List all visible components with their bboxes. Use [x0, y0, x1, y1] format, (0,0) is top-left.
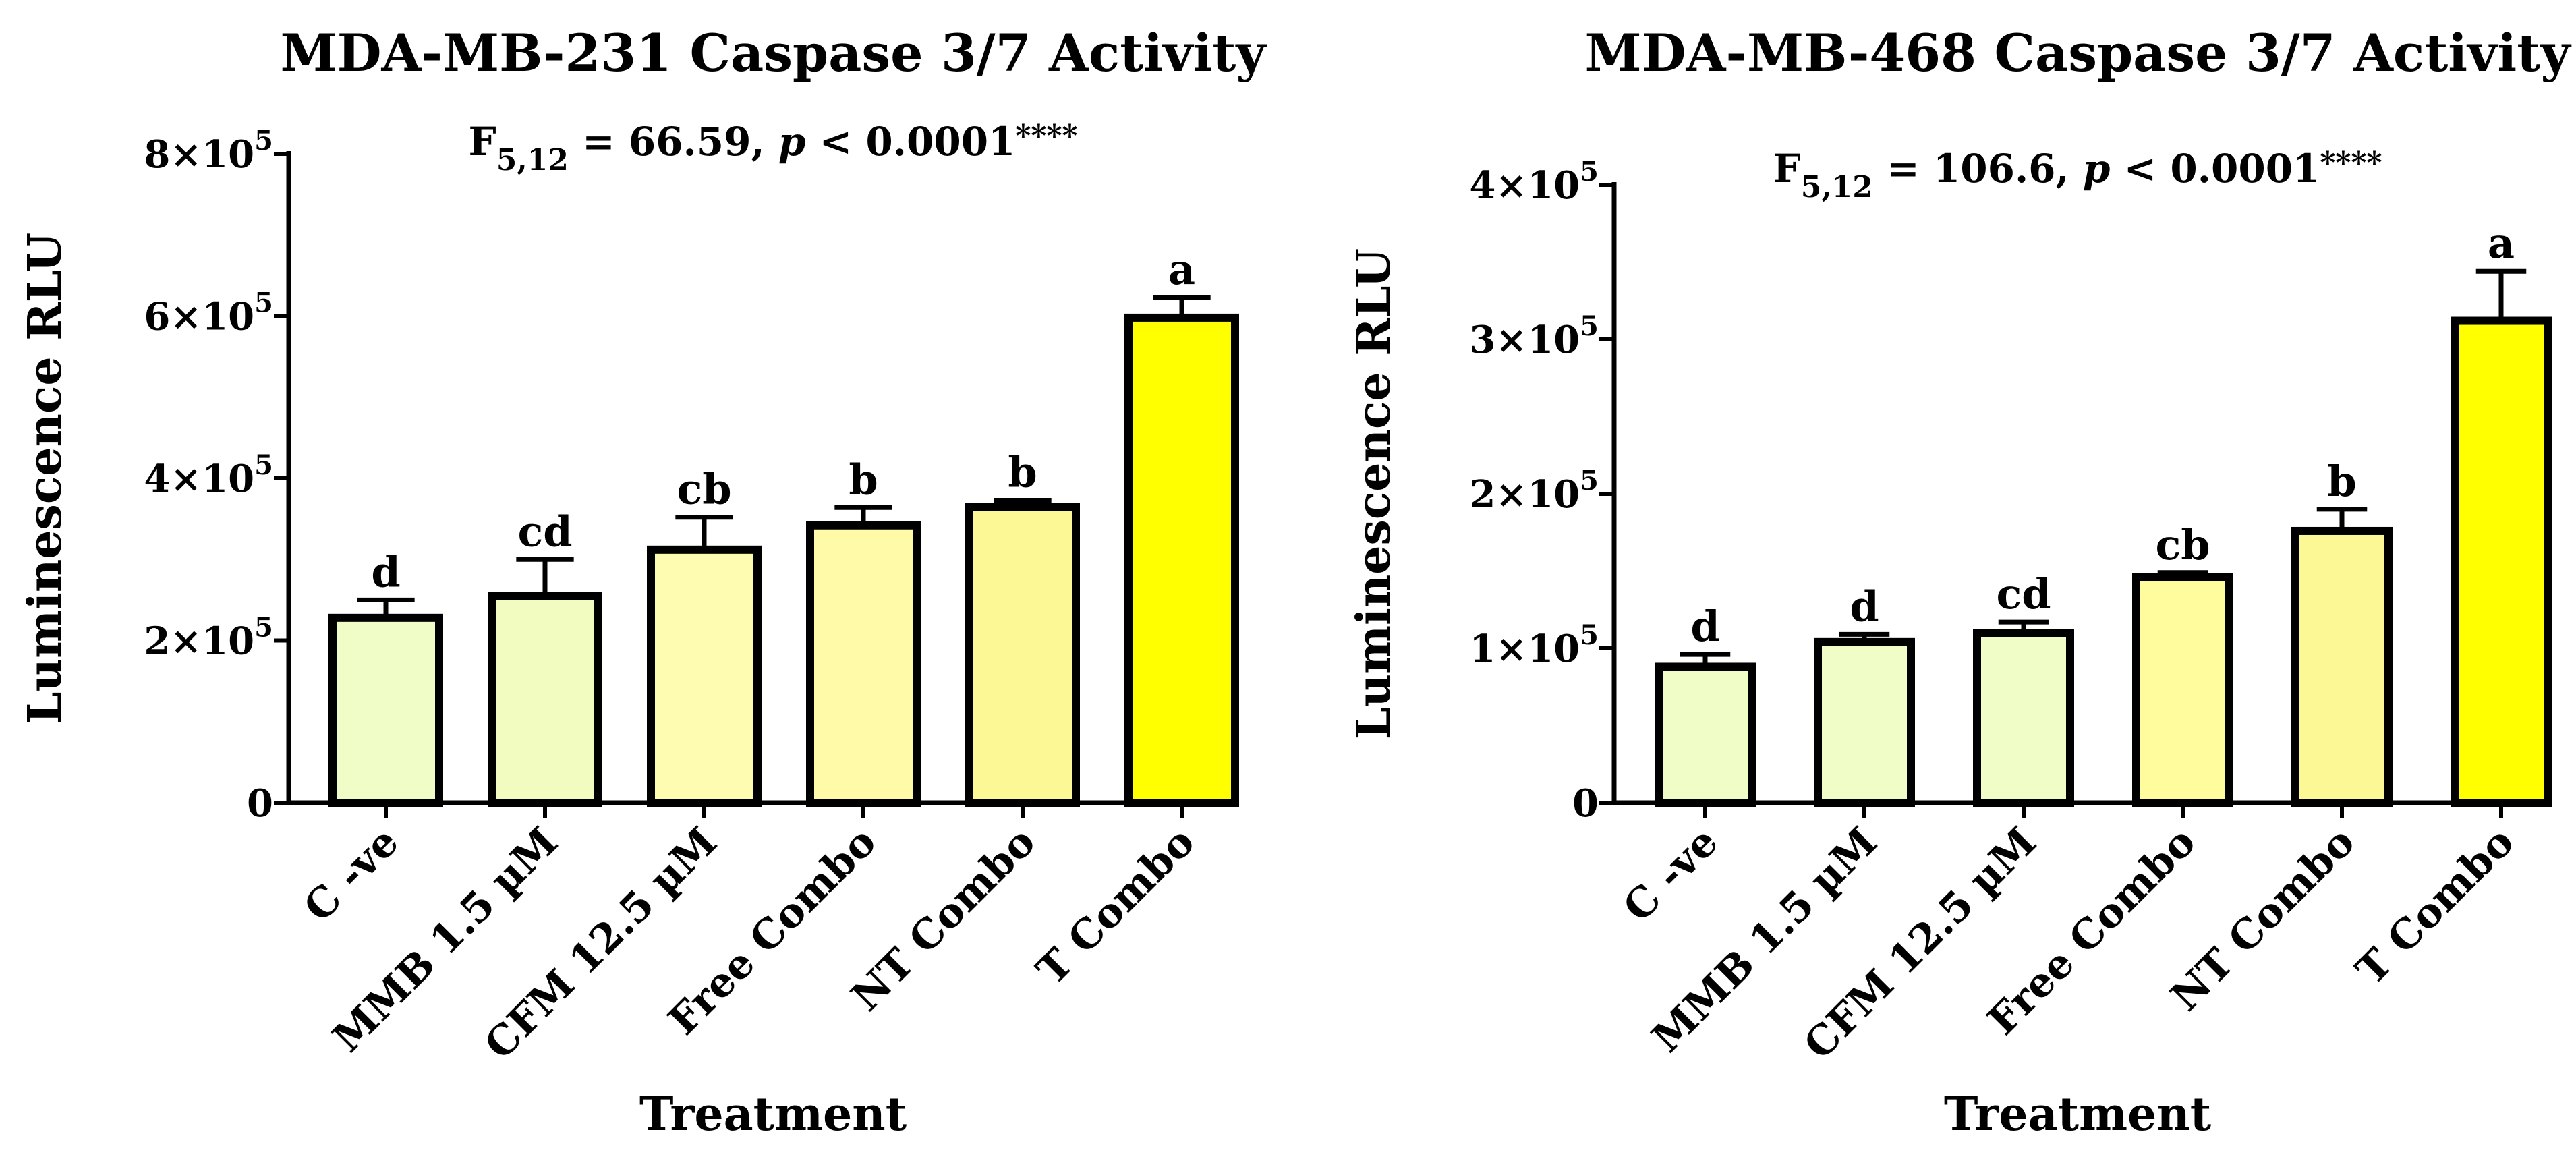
- y-tick-exponent: 5: [1580, 156, 1599, 188]
- stat-value: = 106.6,: [1873, 146, 2083, 192]
- bar: [965, 503, 1080, 807]
- bar: [1124, 313, 1239, 807]
- y-axis-label: Luminescence RLU: [18, 233, 72, 724]
- y-tick-label: 1×105: [1469, 619, 1599, 671]
- bar: [328, 613, 443, 807]
- significance-letter: d: [1690, 602, 1719, 651]
- significance-letter: b: [1008, 447, 1037, 497]
- y-tick-label: 3×105: [1469, 310, 1599, 362]
- significance-letter: cb: [2155, 520, 2210, 569]
- y-tick-mantissa: 6×10: [144, 295, 254, 339]
- significance-letter: a: [2488, 219, 2515, 268]
- stat-annotation: F5,12 = 66.59, p < 0.0001****: [469, 119, 1078, 177]
- bar: [2451, 316, 2552, 807]
- y-tick-label: 8×105: [144, 125, 273, 177]
- x-tick-label: T Combo: [2347, 818, 2523, 994]
- bar: [647, 545, 762, 807]
- x-tick-label: C -ve: [295, 818, 407, 931]
- significance-letter: b: [849, 455, 878, 504]
- significance-letter: b: [2327, 457, 2356, 506]
- stat-value: = 66.59,: [569, 119, 778, 165]
- chart-panel-mda-mb-468: MDA-MB-468 Caspase 3/7 Activity F5,12 = 1…: [1347, 23, 2571, 1141]
- y-tick-exponent: 5: [1580, 310, 1599, 342]
- significance-letter: a: [1168, 245, 1195, 294]
- y-tick-exponent: 5: [1580, 465, 1599, 497]
- y-tick-exponent: 5: [254, 612, 273, 644]
- chart-panel-mda-mb-231: MDA-MB-231 Caspase 3/7 Activity F5,12 = 6…: [18, 23, 1267, 1141]
- y-tick-label: 4×105: [144, 449, 273, 501]
- significance-letter: d: [371, 547, 400, 596]
- stat-prefix: F: [469, 119, 496, 165]
- y-tick-label: 0: [247, 781, 273, 826]
- stat-stars: ****: [2320, 146, 2382, 180]
- bar: [2291, 526, 2393, 807]
- bar: [1655, 662, 1756, 807]
- stat-prefix: F: [1773, 146, 1801, 192]
- stat-annotation: F5,12 = 106.6, p < 0.0001****: [1773, 146, 2382, 204]
- chart-title: MDA-MB-231 Caspase 3/7 Activity: [281, 23, 1267, 83]
- bar: [1814, 637, 1915, 807]
- x-axis-label: Treatment: [639, 1087, 907, 1141]
- x-tick-label: T Combo: [1028, 818, 1204, 994]
- stat-subscript: 5,12: [496, 143, 569, 177]
- y-tick-mantissa: 2×10: [1469, 472, 1580, 517]
- bar: [488, 592, 602, 807]
- stat-stars: ****: [1015, 119, 1077, 153]
- significance-letter: cd: [1996, 569, 2051, 619]
- y-tick-mantissa: 3×10: [1469, 318, 1580, 362]
- significance-letter: cd: [517, 507, 572, 556]
- y-tick-label: 4×105: [1469, 156, 1599, 208]
- stat-p-value: < 0.0001: [2110, 146, 2320, 192]
- y-tick-mantissa: 4×10: [1469, 163, 1580, 208]
- bar: [1973, 629, 2074, 807]
- y-tick-mantissa: 0: [247, 781, 273, 826]
- bar: [806, 521, 921, 807]
- stat-p-label: p: [778, 119, 806, 165]
- x-axis-label: Treatment: [1944, 1087, 2212, 1141]
- y-tick-mantissa: 0: [1572, 781, 1599, 826]
- y-tick-mantissa: 8×10: [144, 132, 254, 177]
- y-tick-exponent: 5: [254, 449, 273, 481]
- y-tick-label: 6×105: [144, 287, 273, 339]
- y-axis-label: Luminescence RLU: [1347, 248, 1401, 739]
- y-tick-exponent: 5: [254, 287, 273, 319]
- y-tick-label: 2×105: [1469, 465, 1599, 517]
- stat-p-label: p: [2083, 146, 2111, 192]
- significance-letter: d: [1850, 582, 1879, 631]
- x-tick-label: C -ve: [1614, 818, 1727, 931]
- stat-p-value: < 0.0001: [805, 119, 1015, 165]
- y-tick-label: 0: [1572, 781, 1599, 826]
- y-tick-exponent: 5: [1580, 619, 1599, 651]
- y-tick-label: 2×105: [144, 612, 273, 664]
- significance-letter: cb: [677, 465, 731, 514]
- y-tick-exponent: 5: [254, 125, 273, 157]
- bar: [2132, 573, 2233, 807]
- y-tick-mantissa: 1×10: [1469, 627, 1580, 671]
- chart-title: MDA-MB-468 Caspase 3/7 Activity: [1585, 23, 2572, 83]
- y-tick-mantissa: 2×10: [144, 619, 254, 664]
- stat-subscript: 5,12: [1801, 170, 1873, 204]
- y-tick-mantissa: 4×10: [144, 457, 254, 501]
